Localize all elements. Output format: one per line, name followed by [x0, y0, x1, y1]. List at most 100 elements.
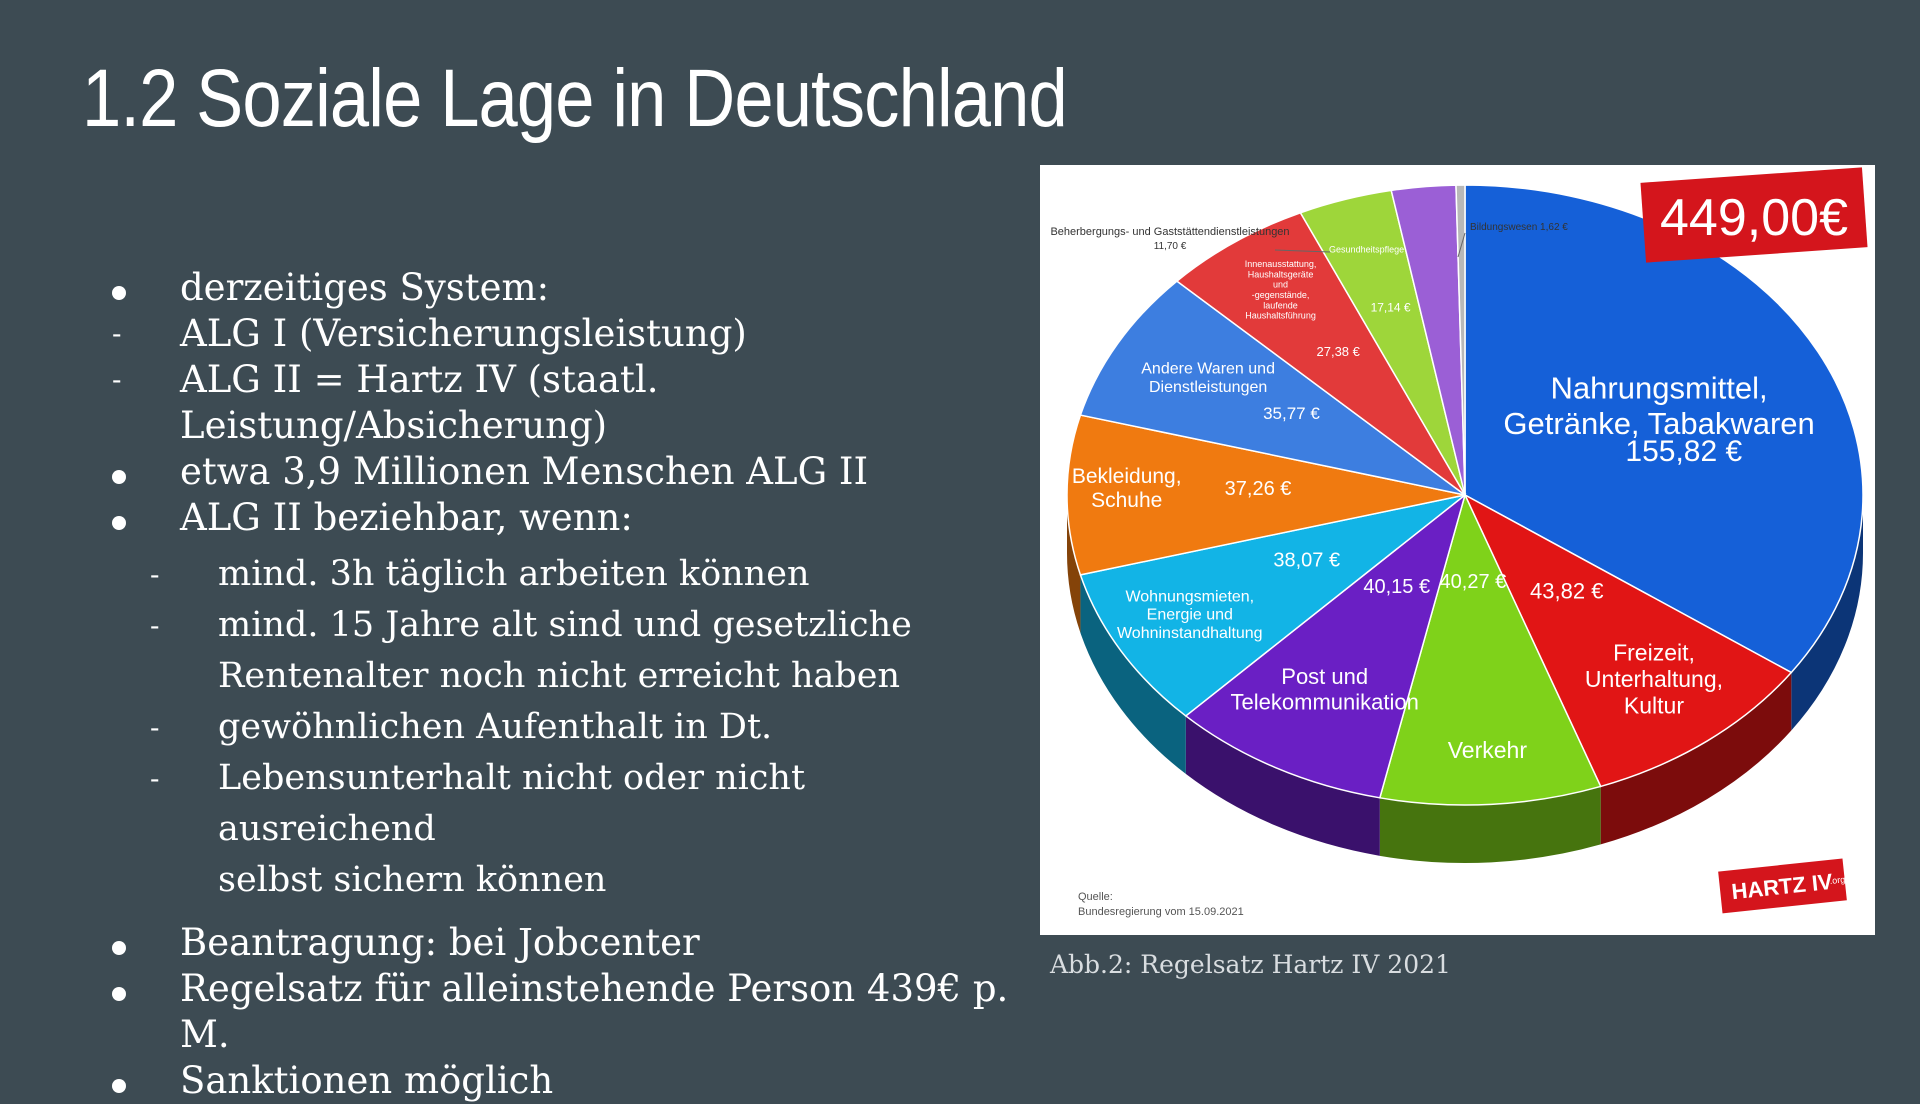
pie-side-wall — [1379, 786, 1601, 863]
bullet-dot-icon — [112, 920, 142, 966]
bullet-dot-shape — [112, 516, 126, 530]
dash-icon: - — [150, 711, 160, 744]
slice-value-label: 38,07 € — [1273, 550, 1340, 572]
bullet-dot-shape — [112, 941, 126, 955]
pie-slice — [1079, 494, 1466, 717]
slice-label: Kultur — [1624, 692, 1684, 718]
logo-suffix: .org — [1829, 874, 1845, 886]
dash-icon: - — [150, 609, 160, 642]
total-badge — [1640, 167, 1868, 263]
bullet-text: Beantragung: bei Jobcenter — [180, 921, 700, 964]
slide: 1.2 Soziale Lage in Deutschland derzeiti… — [82, 53, 1875, 1102]
figure-caption: Abb.2: Regelsatz Hartz IV 2021 — [1050, 950, 1451, 979]
slice-label: Post und — [1281, 664, 1368, 689]
callout-value: 11,70 € — [1154, 241, 1187, 252]
total-amount: 449,00€ — [1660, 189, 1848, 247]
bullet-item: Regelsatz für alleinstehende Person 439€… — [112, 966, 1032, 1058]
bullet-text: Regelsatz für alleinstehende Person 439€… — [180, 967, 1009, 1056]
pie-chart: Nahrungsmittel,Getränke, Tabakwaren155,8… — [1050, 167, 1868, 918]
bullet-dot-icon — [112, 966, 142, 1012]
pie-slice — [1079, 280, 1466, 496]
slice-label: -gegenstände, — [1252, 290, 1310, 300]
slice-label: Haushaltsführung — [1245, 311, 1316, 321]
pie-slice — [1378, 492, 1602, 806]
bullet-continuation: selbst sichern können — [112, 855, 1032, 906]
dash-item: - ALG II = Hartz IV (staatl. Leistung/Abs… — [112, 357, 1032, 449]
slice-label: Gesundheitspflege — [1329, 245, 1404, 255]
pie-side-wall — [1080, 574, 1186, 774]
pie-slice — [1184, 492, 1467, 799]
pie-side-wall — [1791, 495, 1863, 731]
bullet-dot-shape — [112, 470, 126, 484]
source-text: Bundesregierung vom 15.09.2021 — [1078, 906, 1244, 918]
pie-slice — [1175, 211, 1466, 496]
bullet-item: Beantragung: bei Jobcenter — [112, 920, 1032, 966]
callout-label: Beherbergungs- und Gaststättendienstleis… — [1050, 226, 1289, 238]
bullet-item: ALG II beziehbar, wenn: — [112, 495, 1032, 541]
slice-label: und — [1273, 280, 1288, 290]
dash-item: - ALG I (Versicherungsleistung) — [112, 311, 1032, 357]
dash-item: - mind. 15 Jahre alt sind und gesetzliche — [112, 600, 1032, 651]
pie-slice — [1464, 184, 1864, 674]
bullet-item: derzeitiges System: — [112, 265, 1032, 311]
slice-label: Bekleidung, — [1072, 465, 1182, 488]
dash-item: - Lebensunterhalt nicht oder nicht ausrei… — [112, 753, 1032, 855]
bullet-text: mind. 15 Jahre alt sind und gesetzliche — [218, 605, 912, 645]
slice-value-label: 37,26 € — [1225, 478, 1292, 500]
dash-icon: - — [150, 762, 160, 795]
bullet-text: gewöhnlichen Aufenthalt in Dt. — [218, 707, 773, 747]
slice-label: Innenausstattung, — [1245, 259, 1317, 269]
dash-item: - gewöhnlichen Aufenthalt in Dt. — [112, 702, 1032, 753]
bullet-item: Sanktionen möglich — [112, 1058, 1032, 1104]
bullet-text: etwa 3,9 Millionen Menschen ALG II — [180, 450, 869, 493]
callout-line — [1274, 249, 1331, 253]
bullet-dot-icon — [112, 1058, 142, 1104]
slice-label: Energie und — [1147, 607, 1233, 624]
bullet-list: derzeitiges System: - ALG I (Versicherungs… — [112, 265, 1032, 1104]
pie-side-walls — [1067, 495, 1863, 863]
regelsatz-chart-figure: Nahrungsmittel, Getränke, Tabakwaren 155,8… — [1040, 165, 1875, 935]
bullet-dot-shape — [112, 286, 126, 300]
bullet-dot-shape — [112, 1079, 126, 1093]
slice-label: Freizeit, — [1613, 639, 1695, 665]
slice-label: Wohnungsmieten, — [1125, 588, 1254, 605]
slice-value-label: 17,14 € — [1371, 301, 1411, 315]
bullet-text: Rentenalter noch nicht erreicht haben — [218, 656, 901, 696]
dash-icon: - — [150, 558, 160, 591]
hartz-logo — [1718, 858, 1847, 914]
slice-value-label: 40,15 € — [1363, 576, 1430, 598]
slice-value-label: 155,82 € — [1625, 435, 1742, 468]
bullet-text: ALG I (Versicherungsleistung) — [180, 312, 747, 355]
pie-slice — [1455, 184, 1466, 496]
dash-icon: - — [112, 317, 122, 350]
pie-slices — [1066, 184, 1864, 806]
pie-slice — [1066, 414, 1466, 576]
slice-label: Nahrungsmittel, — [1551, 370, 1768, 405]
slice-label: laufende — [1263, 300, 1298, 310]
slice-value-label: 43,82 € — [1530, 578, 1603, 603]
slide-title: 1.2 Soziale Lage in Deutschland — [82, 53, 1068, 144]
pie-side-wall — [1185, 715, 1380, 856]
callout-label: Bildungswesen 1,62 € — [1470, 222, 1568, 233]
bullet-text: ALG II beziehbar, wenn: — [180, 496, 633, 539]
bullet-text: ALG II = Hartz IV (staatl. Leistung/Absi… — [180, 358, 659, 447]
slice-value-label: 27,38 € — [1317, 344, 1361, 359]
pie-side-wall — [1067, 495, 1081, 633]
slice-label: Schuhe — [1091, 489, 1162, 512]
pie-side-wall — [1600, 672, 1792, 845]
bullet-text: Sanktionen möglich — [180, 1059, 554, 1102]
bullet-text: mind. 3h täglich arbeiten können — [218, 554, 810, 594]
slice-label: Haushaltsgeräte — [1248, 269, 1314, 279]
slice-label: Andere Waren und — [1141, 361, 1275, 378]
slice-label: Unterhaltung, — [1585, 666, 1723, 692]
slice-label: Wohninstandhaltung — [1117, 625, 1263, 642]
bullet-dot-icon — [112, 265, 142, 311]
bullet-dot-shape — [112, 987, 126, 1001]
slice-label: Telekommunikation — [1231, 689, 1419, 714]
callout-line — [1457, 232, 1466, 258]
dash-icon: - — [112, 363, 122, 396]
bullet-item: etwa 3,9 Millionen Menschen ALG II — [112, 449, 1032, 495]
bullet-dot-icon — [112, 449, 142, 495]
bullet-text: Lebensunterhalt nicht oder nicht ausreic… — [218, 758, 806, 849]
bullet-continuation: Rentenalter noch nicht erreicht haben — [112, 651, 1032, 702]
